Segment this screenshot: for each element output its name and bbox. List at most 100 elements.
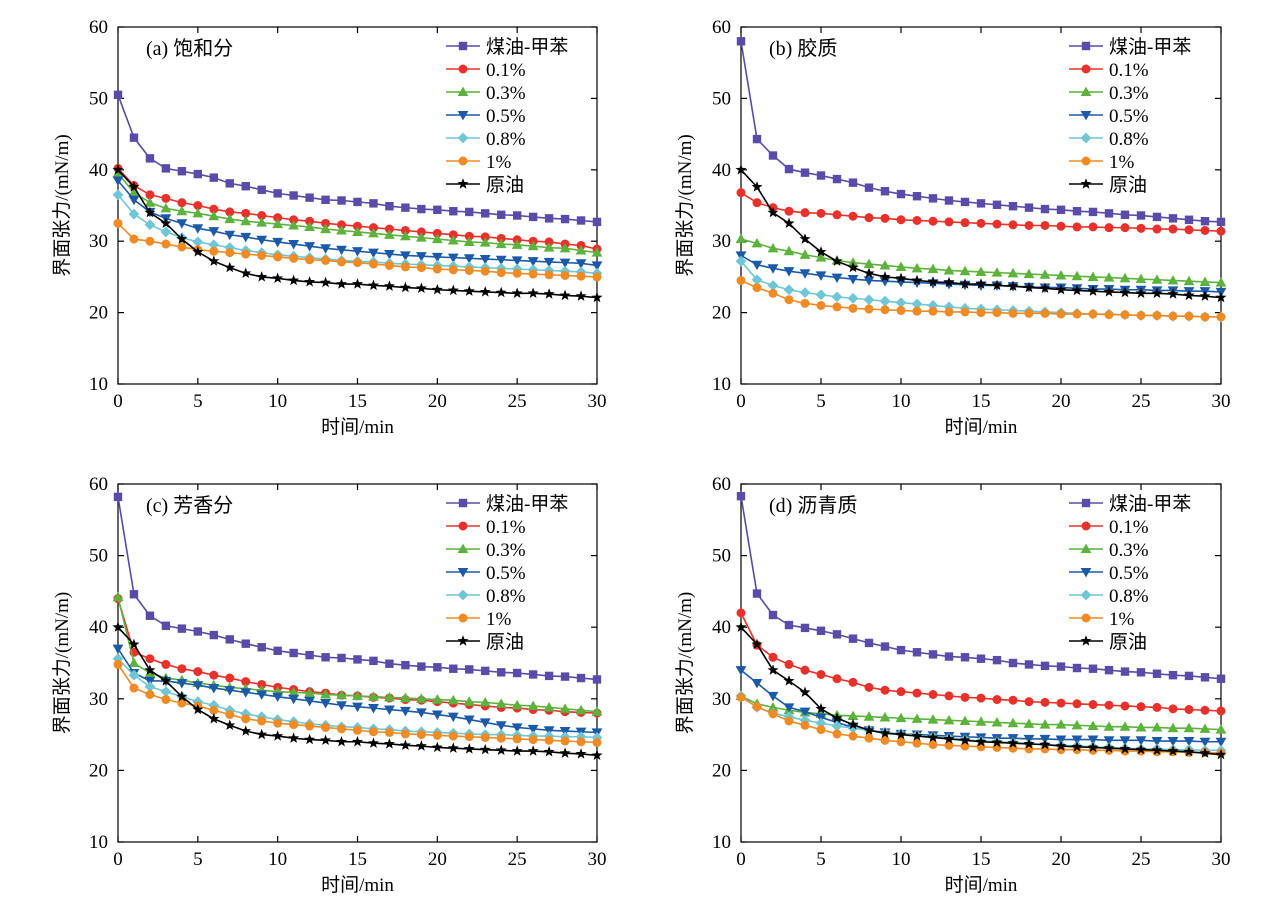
data-point — [1039, 719, 1051, 729]
data-point — [433, 663, 442, 672]
data-point — [1216, 217, 1226, 227]
data-point — [768, 709, 778, 719]
data-point — [463, 696, 475, 706]
data-point — [351, 278, 364, 289]
data-point — [896, 305, 906, 315]
data-point — [591, 247, 603, 257]
data-point — [783, 703, 795, 713]
data-point — [1104, 209, 1114, 218]
legend-marker — [458, 156, 468, 166]
data-point — [1215, 724, 1227, 734]
data-point — [1007, 280, 1019, 291]
data-point — [192, 207, 204, 218]
legend-marker — [457, 589, 469, 601]
data-point — [337, 220, 347, 230]
data-point — [736, 188, 746, 198]
data-point — [880, 735, 890, 745]
data-point — [895, 261, 907, 271]
data-point — [415, 282, 427, 294]
data-point — [400, 692, 411, 703]
data-point — [128, 195, 140, 206]
data-point — [992, 308, 1002, 318]
legend-label: 煤油-甲苯 — [1109, 493, 1191, 515]
data-point — [784, 164, 794, 174]
data-point — [1199, 276, 1211, 286]
data-point — [1151, 274, 1163, 284]
data-point — [1199, 290, 1211, 301]
data-point — [752, 134, 762, 144]
data-point — [992, 695, 1002, 705]
data-point — [1168, 670, 1178, 680]
y-tick-label: 20 — [712, 303, 731, 324]
data-point — [959, 715, 971, 726]
data-point — [208, 210, 220, 221]
legend-label: 0.3% — [486, 540, 526, 561]
data-point — [1024, 220, 1034, 230]
data-point — [511, 256, 523, 266]
data-point — [864, 733, 874, 743]
y-axis-title: 界面张力/(mN/m) — [674, 592, 696, 735]
data-point — [129, 234, 139, 244]
panel-title: (a) 饱和分 — [146, 37, 233, 60]
series-7 — [735, 164, 1227, 303]
data-point — [288, 694, 300, 705]
data-point — [1216, 674, 1226, 683]
data-point — [1104, 665, 1114, 675]
data-point — [896, 687, 906, 697]
data-point — [800, 208, 810, 218]
data-point — [831, 712, 843, 723]
y-tick-label: 30 — [712, 231, 731, 252]
series-line — [740, 41, 1222, 223]
data-point — [481, 209, 490, 218]
y-axis-title: 界面张力/(mN/m) — [674, 134, 696, 277]
data-point — [336, 735, 348, 747]
data-point — [864, 682, 874, 692]
legend-marker — [458, 521, 468, 531]
data-point — [896, 645, 906, 655]
data-point — [1151, 736, 1163, 747]
x-tick-label: 25 — [1132, 849, 1151, 870]
data-point — [1152, 224, 1162, 234]
data-point — [1104, 223, 1114, 233]
data-point — [320, 223, 331, 234]
data-point — [368, 223, 378, 233]
legend-label: 0.1% — [486, 60, 526, 81]
data-point — [735, 233, 747, 244]
data-point — [1151, 287, 1163, 299]
data-point — [113, 90, 123, 100]
x-tick-label: 15 — [348, 391, 367, 412]
y-tick-label: 40 — [712, 617, 731, 638]
data-point — [273, 718, 283, 728]
data-point — [975, 716, 987, 726]
data-point — [465, 207, 474, 217]
data-point — [112, 164, 124, 175]
data-point — [815, 252, 827, 262]
data-point — [288, 240, 300, 250]
data-point — [432, 730, 442, 740]
data-point — [976, 218, 986, 228]
data-point — [880, 685, 890, 695]
legend-marker — [1081, 156, 1091, 166]
data-point — [368, 704, 379, 714]
data-point — [800, 665, 810, 675]
plot-frame — [740, 483, 1222, 843]
y-axis-title: 界面张力/(mN/m) — [51, 592, 73, 735]
data-point — [1056, 698, 1066, 708]
y-tick-label: 40 — [89, 617, 108, 638]
data-point — [209, 173, 218, 182]
data-point — [1087, 720, 1099, 731]
data-point — [432, 228, 442, 238]
data-point — [1104, 310, 1114, 320]
data-point — [832, 674, 842, 684]
data-point — [496, 733, 506, 743]
data-point — [209, 246, 219, 256]
data-point — [512, 668, 522, 678]
data-point — [464, 265, 474, 275]
data-point — [257, 679, 267, 689]
data-point — [368, 227, 379, 238]
data-point — [1056, 205, 1066, 214]
data-point — [864, 638, 874, 648]
data-point — [480, 266, 490, 276]
data-point — [511, 723, 523, 733]
legend-marker — [1081, 41, 1091, 51]
